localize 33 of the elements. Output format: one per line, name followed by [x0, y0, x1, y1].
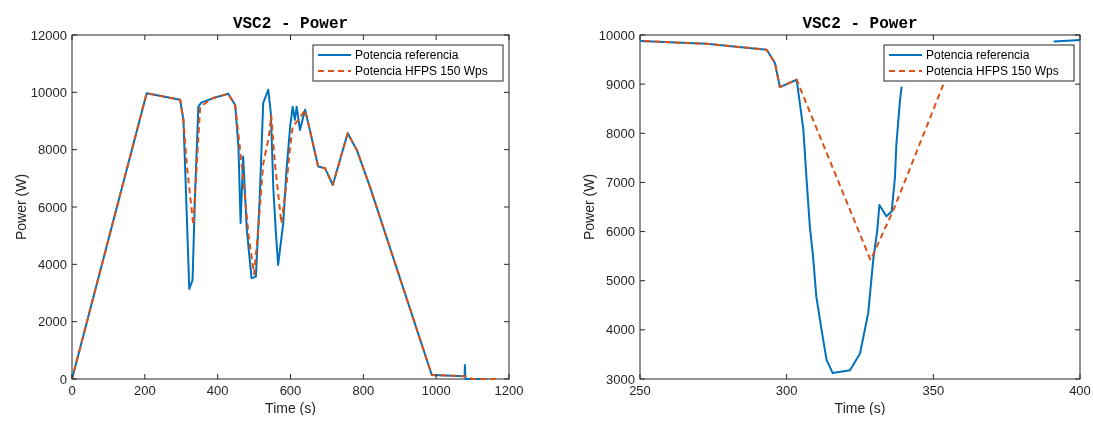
- y-tick-label: 8000: [38, 142, 67, 158]
- y-tick-label: 0: [59, 371, 67, 387]
- y-tick-label: 10000: [598, 27, 635, 43]
- chart-title: VSC2 - Power: [802, 15, 918, 33]
- x-tick-label: 800: [352, 383, 375, 398]
- x-tick-label: 1200: [494, 383, 524, 398]
- chart-title: VSC2 - Power: [232, 15, 349, 33]
- x-tick-label: 400: [206, 383, 229, 398]
- y-tick-label: 2000: [38, 314, 67, 330]
- x-tick-label: 400: [1069, 383, 1091, 398]
- y-tick-label: 6000: [38, 199, 67, 215]
- y-tick-label: 7000: [606, 174, 635, 190]
- legend-label: Potencia referencia: [355, 48, 459, 62]
- y-tick-label: 12000: [30, 27, 67, 43]
- x-tick-label: 1000: [421, 383, 451, 398]
- y-tick-label: 10000: [30, 84, 67, 100]
- y-tick-label: 8000: [606, 125, 635, 141]
- y-axis-title: Power (W): [13, 173, 29, 241]
- legend-label: Potencia HFPS 150 Wps: [926, 64, 1059, 78]
- x-axis-title: Time (s): [265, 400, 316, 416]
- x-tick-label: 300: [775, 383, 798, 398]
- y-tick-label: 9000: [606, 76, 635, 92]
- x-tick-label: 200: [133, 383, 156, 398]
- y-axis-title: Power (W): [581, 173, 597, 241]
- legend-label: Potencia HFPS 150 Wps: [355, 64, 488, 78]
- x-axis-title: Time (s): [834, 400, 886, 416]
- y-tick-label: 5000: [606, 273, 635, 289]
- y-tick-label: 6000: [606, 224, 635, 240]
- x-tick-label: 350: [922, 383, 945, 398]
- y-tick-label: 4000: [38, 256, 67, 272]
- legend-label: Potencia referencia: [926, 48, 1030, 62]
- x-tick-label: 600: [279, 383, 302, 398]
- y-tick-label: 4000: [606, 322, 635, 338]
